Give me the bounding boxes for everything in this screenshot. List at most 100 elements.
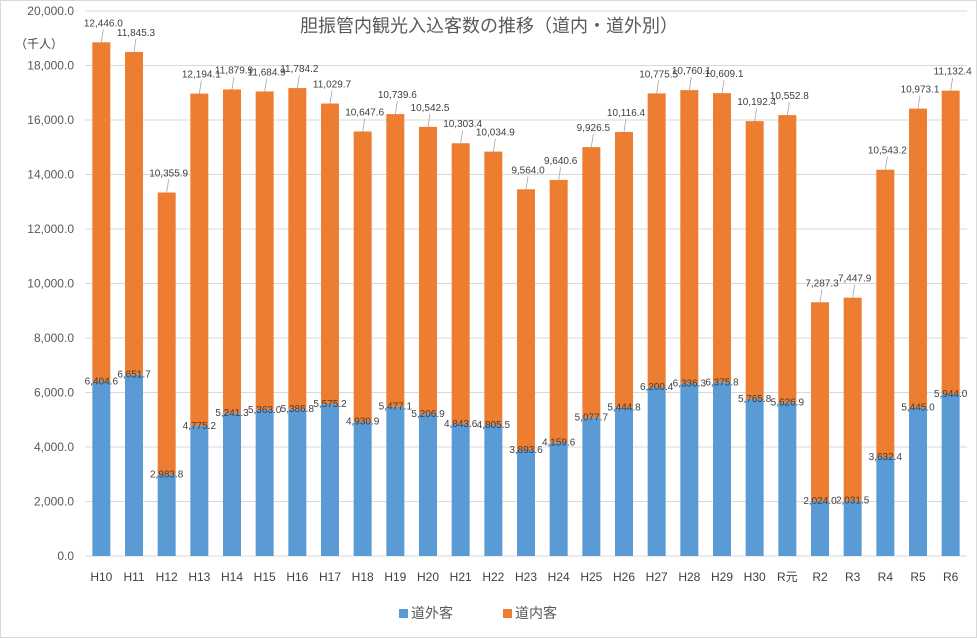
y-tick-label: 10,000.0	[27, 277, 74, 291]
data-label-inside-R3: 7,447.9	[838, 274, 872, 285]
data-label-inside-H10: 12,446.0	[84, 18, 123, 29]
data-label-outside-R3: 2,031.5	[836, 496, 870, 507]
x-tick-label: H12	[156, 570, 178, 584]
data-label-inside-H19: 10,739.6	[378, 90, 417, 101]
x-tick-label: R元	[777, 570, 798, 584]
bar-outside-H12	[157, 474, 176, 556]
leader-line-H23	[525, 176, 529, 190]
bar-inside-H23	[517, 189, 535, 450]
data-label-outside-R元: 5,626.9	[771, 398, 805, 409]
bar-inside-H13	[190, 93, 209, 426]
data-label-inside-H27: 10,775.5	[639, 69, 678, 80]
legend-label-inside: 道内客	[515, 605, 557, 622]
x-tick-label: H27	[646, 570, 668, 584]
bar-outside-H24	[549, 442, 568, 556]
data-label-inside-H16: 11,784.2	[280, 64, 319, 75]
leader-line-R3	[852, 284, 856, 298]
x-tick-label: H28	[678, 570, 700, 584]
bar-inside-H14	[223, 89, 241, 414]
bar-inside-H19	[386, 114, 405, 407]
data-label-outside-R5: 5,445.0	[901, 403, 935, 414]
data-label-inside-R元: 10,552.8	[770, 91, 809, 102]
bar-outside-H15	[255, 409, 274, 556]
data-label-outside-H17: 5,575.2	[313, 399, 347, 410]
data-label-outside-H22: 4,805.5	[477, 420, 511, 431]
data-label-inside-H12: 10,355.9	[149, 168, 188, 179]
x-tick-label: R4	[878, 570, 894, 584]
bar-outside-R6	[941, 394, 960, 556]
bar-outside-R4	[876, 457, 895, 556]
leader-line-H15	[264, 78, 268, 92]
x-tick-label: H15	[254, 570, 276, 584]
leader-line-H17	[329, 90, 333, 104]
data-label-inside-H15: 11,684.9	[248, 67, 287, 78]
legend: 道外客 道内客	[399, 605, 557, 622]
leader-line-H14	[231, 76, 235, 90]
bar-outside-H28	[680, 383, 699, 556]
leader-line-H22	[492, 138, 496, 152]
bar-inside-H24	[549, 179, 568, 443]
leader-line-H27	[656, 80, 660, 94]
x-tick-label: R5	[910, 570, 926, 584]
data-label-outside-H13: 4,775.2	[183, 421, 217, 432]
x-tick-label: H29	[711, 570, 733, 584]
bar-outside-H29	[713, 382, 731, 556]
x-tick-label: H18	[352, 570, 374, 584]
y-tick-label: 4,000.0	[34, 440, 74, 454]
data-label-outside-H12: 2,983.8	[150, 470, 184, 481]
chart-title: 胆振管内観光入込客数の推移（道内・道外別）	[300, 16, 678, 37]
x-tick-label: H26	[613, 570, 635, 584]
bar-outside-R3	[843, 500, 862, 556]
leader-line-H11	[133, 38, 137, 53]
data-label-inside-H22: 10,034.9	[476, 128, 515, 139]
data-label-inside-H30: 10,192.4	[737, 97, 776, 108]
bar-outside-H22	[484, 425, 503, 556]
bar-inside-H18	[353, 131, 372, 422]
leader-line-H20	[427, 113, 431, 127]
bar-inside-H11	[125, 51, 143, 375]
legend-swatch-inside	[503, 609, 512, 618]
data-label-outside-H14: 5,241.3	[215, 408, 249, 419]
bar-outside-H25	[582, 417, 601, 556]
y-tick-label: 8,000.0	[34, 331, 74, 345]
data-label-outside-H25: 5,077.7	[575, 413, 609, 424]
bars	[92, 42, 960, 556]
x-tick-label: H17	[319, 570, 341, 584]
data-labels: 6,404.6 12,446.0 6,651.7 11,845.3 2,983.8 10,…	[84, 18, 972, 507]
x-tick-label: H14	[221, 570, 243, 584]
x-tick-label: H19	[384, 570, 406, 584]
bar-inside-R元	[778, 115, 797, 403]
x-tick-label: H22	[482, 570, 504, 584]
x-tick-label: H11	[123, 570, 144, 584]
x-axis-ticks: H10 H11 H12 H13 H14 H15 H16 H17 H18 H19 H20 H21 H22 H…	[90, 570, 958, 584]
x-tick-label: R2	[812, 570, 828, 584]
bar-inside-R6	[941, 90, 960, 395]
leader-lines	[100, 29, 954, 303]
data-label-inside-H28: 10,760.1	[672, 66, 711, 77]
legend-swatch-outside	[399, 609, 408, 618]
y-axis-ticks: 0.0 2,000.0 4,000.0 6,000.0 8,000.0 10,000.0 1…	[27, 4, 74, 563]
data-label-outside-R6: 5,944.0	[934, 389, 968, 400]
data-label-outside-H29: 6,375.8	[705, 377, 739, 388]
data-label-outside-H15: 5,363.0	[248, 405, 282, 416]
bar-inside-R5	[909, 108, 927, 408]
bar-outside-H21	[451, 424, 470, 556]
bar-inside-H25	[582, 147, 601, 418]
bar-outside-H19	[386, 406, 405, 556]
bar-inside-H10	[92, 42, 111, 382]
data-label-inside-R2: 7,287.3	[805, 278, 839, 289]
bar-inside-H29	[713, 93, 731, 383]
leader-line-H30	[754, 108, 758, 122]
bar-outside-R元	[778, 402, 797, 556]
bar-outside-H18	[353, 421, 372, 556]
x-tick-label: H13	[188, 570, 210, 584]
leader-line-H24	[558, 166, 562, 181]
x-tick-label: H25	[580, 570, 602, 584]
data-label-outside-H26: 5,444.8	[607, 403, 641, 414]
y-tick-label: 0.0	[57, 549, 74, 563]
data-label-inside-H14: 11,879.9	[215, 65, 254, 76]
data-label-outside-H23: 3,893.6	[509, 445, 543, 456]
x-tick-label: H20	[417, 570, 439, 584]
data-label-inside-R4: 10,543.2	[868, 146, 907, 157]
